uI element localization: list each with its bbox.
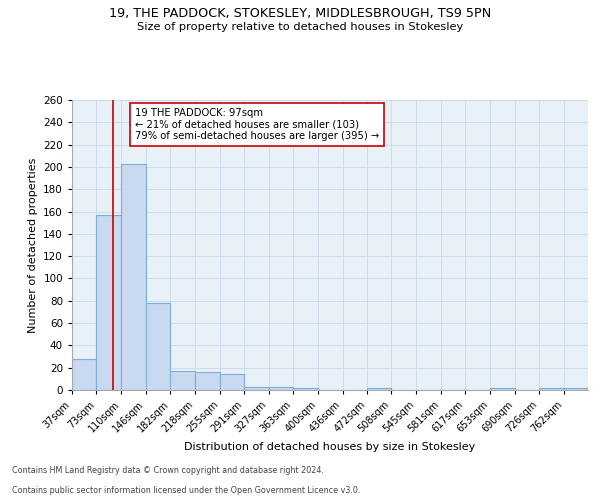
Bar <box>195 372 220 390</box>
Y-axis label: Number of detached properties: Number of detached properties <box>28 158 38 332</box>
Text: 19, THE PADDOCK, STOKESLEY, MIDDLESBROUGH, TS9 5PN: 19, THE PADDOCK, STOKESLEY, MIDDLESBROUG… <box>109 8 491 20</box>
Bar <box>293 388 318 390</box>
Bar <box>244 386 269 390</box>
Text: Size of property relative to detached houses in Stokesley: Size of property relative to detached ho… <box>137 22 463 32</box>
Text: Contains public sector information licensed under the Open Government Licence v3: Contains public sector information licen… <box>12 486 361 495</box>
Bar <box>563 388 588 390</box>
Text: Distribution of detached houses by size in Stokesley: Distribution of detached houses by size … <box>184 442 476 452</box>
Text: 19 THE PADDOCK: 97sqm
← 21% of detached houses are smaller (103)
79% of semi-det: 19 THE PADDOCK: 97sqm ← 21% of detached … <box>135 108 379 141</box>
Bar <box>72 359 97 390</box>
Bar <box>220 374 244 390</box>
Bar <box>269 386 293 390</box>
Bar <box>97 215 121 390</box>
Bar <box>490 388 515 390</box>
Bar <box>539 388 563 390</box>
Text: Contains HM Land Registry data © Crown copyright and database right 2024.: Contains HM Land Registry data © Crown c… <box>12 466 324 475</box>
Bar <box>170 371 195 390</box>
Bar <box>146 303 170 390</box>
Bar <box>367 388 391 390</box>
Bar <box>121 164 146 390</box>
